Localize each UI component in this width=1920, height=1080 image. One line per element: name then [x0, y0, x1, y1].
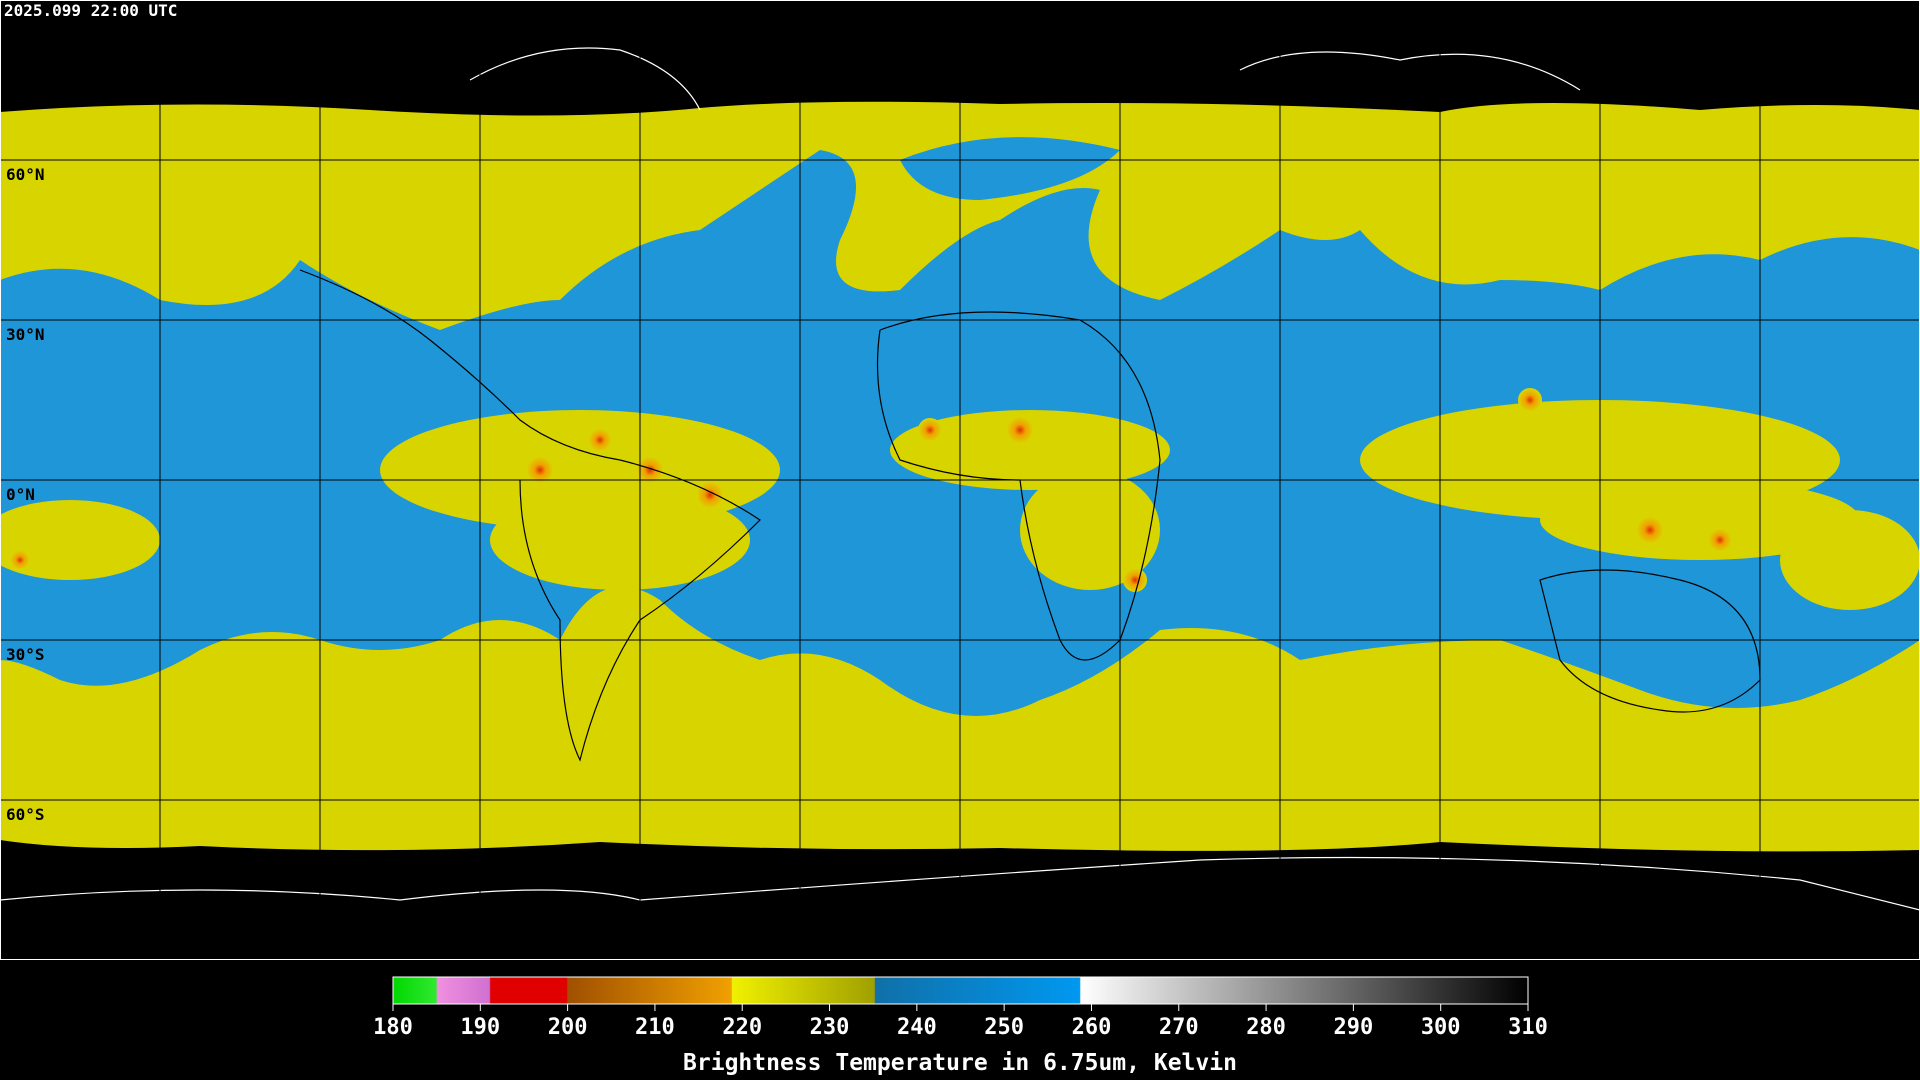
colorbar-tick-label: 210: [635, 1015, 675, 1040]
colorbar-tick-label: 240: [897, 1015, 937, 1040]
graticule: [0, 0, 1920, 960]
colorbar-tick-label: 250: [984, 1015, 1024, 1040]
field-moist-tongue: [900, 137, 1120, 200]
colorbar-tick-label: 290: [1334, 1015, 1374, 1040]
timestamp: 2025.099 22:00 UTC: [4, 1, 177, 20]
colorbar-tick-label: 310: [1508, 1015, 1548, 1040]
colorbar-title: Brightness Temperature in 6.75um, Kelvin: [683, 1050, 1237, 1076]
colorbar-tick-label: 190: [460, 1015, 500, 1040]
colorbar: [392, 976, 1529, 1005]
polar-coastlines: [0, 47, 1920, 911]
latitude-label: 0°N: [6, 485, 35, 504]
latitude-label: 60°S: [6, 805, 45, 824]
colorbar-tick-label: 300: [1421, 1015, 1461, 1040]
colorbar-tick-label: 260: [1072, 1015, 1112, 1040]
colorbar-tick-label: 280: [1246, 1015, 1286, 1040]
colorbar-tick-label: 180: [373, 1015, 413, 1040]
latitude-label: 30°N: [6, 325, 45, 344]
colorbar-tick-label: 200: [548, 1015, 588, 1040]
colorbar-tick-label: 270: [1159, 1015, 1199, 1040]
colorbar-tick-label: 220: [722, 1015, 762, 1040]
latitude-label: 60°N: [6, 165, 45, 184]
latitude-label: 30°S: [6, 645, 45, 664]
colorbar-tick-label: 230: [810, 1015, 850, 1040]
